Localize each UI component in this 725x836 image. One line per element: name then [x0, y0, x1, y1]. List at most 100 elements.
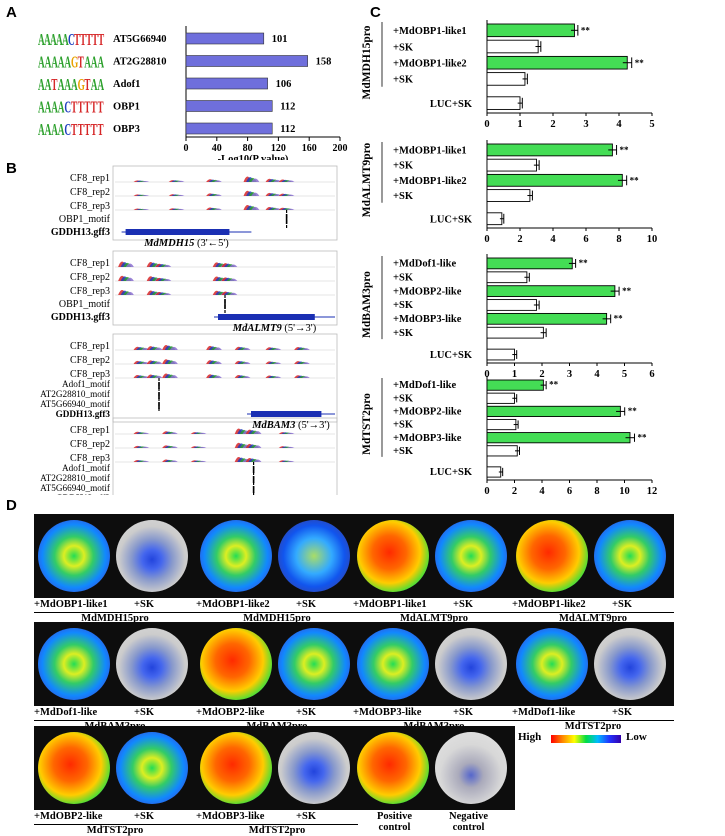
control-dish — [594, 520, 666, 592]
motif-logo-letter: A — [45, 75, 52, 93]
c-bar — [486, 445, 518, 457]
coverage-peak — [286, 208, 295, 210]
motif-logo-letter: T — [71, 120, 77, 138]
coverage-peak — [141, 460, 150, 462]
treatment-dish — [38, 732, 110, 804]
motif-logo-letter: A — [44, 30, 51, 48]
c-significance: ** — [620, 145, 630, 155]
plate-divider — [353, 612, 515, 613]
track-label: AT2G28810_motif — [40, 473, 111, 483]
motif-logo-letter: A — [58, 53, 65, 71]
motif-logo-letter: T — [92, 30, 98, 48]
promoter-name: MdMDH15pro — [81, 613, 149, 624]
motif-logo-letter: T — [71, 98, 77, 116]
treatment-label: +MdOBP1-like2 — [196, 599, 270, 610]
coverage-peak — [169, 460, 178, 462]
luciferase-plate — [196, 622, 358, 706]
motif-logo-letter: A — [51, 98, 58, 116]
treatment-label: Positive control — [377, 811, 412, 833]
coverage-peak — [301, 362, 310, 364]
treatment-dish — [516, 628, 588, 700]
motif-logo-letter: T — [78, 98, 84, 116]
promoter-name: MdALMT9pro — [558, 613, 628, 624]
coverage-peak — [154, 375, 163, 378]
c-category-label: +SK — [393, 42, 414, 53]
motif-logo-letter: A — [38, 120, 45, 138]
gene-label: MdMDH15 (3'←5') — [143, 238, 229, 249]
c-x-tick-label: 8 — [616, 234, 621, 245]
luciferase-plate — [512, 514, 674, 598]
coverage-peak — [301, 376, 310, 378]
control-dish — [116, 732, 188, 804]
c-category-label: LUC+SK — [430, 350, 473, 361]
treatment-label: +MdOBP2-like — [196, 707, 265, 718]
coverage-peak — [125, 263, 134, 267]
motif-logo-letter: A — [58, 75, 65, 93]
promoter-label: MdTST2pro — [361, 393, 373, 455]
c-x-tick-label: 4 — [594, 369, 600, 380]
motif-logo-letter: A — [97, 53, 104, 71]
c-x-tick-label: 12 — [647, 486, 658, 497]
c-category-label: LUC+SK — [430, 99, 473, 110]
control-label: +SK — [612, 599, 632, 610]
c-bar — [486, 96, 521, 110]
motif-logo-letter: G — [78, 75, 86, 93]
c-significance: ** — [638, 432, 648, 442]
treatment-dish — [38, 628, 110, 700]
luciferase-plate — [196, 726, 358, 810]
motif-logo-letter: A — [51, 120, 58, 138]
treatment-label: +MdDof1-like — [512, 707, 576, 718]
motif-logo-letter: C — [68, 30, 75, 48]
gene-exon — [218, 314, 315, 320]
track-label: GDDH13.gff3 — [56, 409, 111, 419]
coverage-peak — [176, 180, 185, 182]
motif-logo-letter: A — [45, 120, 52, 138]
c-category-label: +MdOBP1-like2 — [393, 176, 467, 187]
c-bar — [486, 158, 537, 172]
coverage-peak — [169, 432, 178, 434]
c-bar — [486, 466, 502, 478]
coverage-peak — [251, 206, 260, 210]
control-dish — [116, 628, 188, 700]
c-bar — [486, 173, 623, 187]
coverage-peak — [213, 347, 222, 350]
motif-logo-letter: A — [45, 53, 52, 71]
luciferase-plate — [353, 622, 515, 706]
treatment-label: +MdDof1-like — [34, 707, 98, 718]
promoter-name: MdTST2pro — [248, 825, 306, 836]
motif-logo-letter: A — [45, 98, 52, 116]
motif-name: AT2G28810 — [113, 57, 166, 68]
coverage-peak — [198, 460, 207, 462]
motif-name: OBP3 — [113, 124, 140, 135]
c-category-label: +SK — [393, 161, 414, 172]
control-label: +SK — [296, 707, 316, 718]
c-category-label: +MdOBP2-like — [393, 286, 462, 297]
track-frame — [112, 250, 338, 326]
motif-logo-letter: A — [58, 120, 65, 138]
coverage-peak — [163, 264, 172, 267]
promoter-name: MdTST2pro — [86, 825, 144, 836]
c-bar — [486, 392, 515, 404]
track-label: Adof1_motif — [62, 379, 111, 389]
luciferase-plate — [353, 514, 515, 598]
track-frame — [112, 165, 338, 241]
control-label: +SK — [134, 599, 154, 610]
motif-bar — [185, 32, 265, 45]
motif-logo-letter: A — [62, 30, 69, 48]
luciferase-plate — [34, 622, 196, 706]
x-tick-label: 80 — [243, 143, 253, 154]
treatment-label: +MdOBP1-like1 — [353, 599, 427, 610]
coverage-peak — [141, 432, 150, 434]
c-x-tick-label: 2 — [550, 119, 555, 130]
coverage-peak — [154, 347, 163, 350]
motif-logo-letter: T — [78, 120, 84, 138]
c-significance: ** — [630, 175, 640, 185]
control-dish — [435, 520, 507, 592]
gene-label: MdALMT9 (5'→3') — [232, 323, 317, 334]
luciferase-plate — [196, 514, 358, 598]
coverage-peak — [198, 446, 207, 448]
treatment-label: +MdOBP3-like — [353, 707, 422, 718]
coverage-peak — [213, 208, 222, 210]
c-category-label: +SK — [393, 273, 414, 284]
coverage-peak — [286, 432, 295, 434]
